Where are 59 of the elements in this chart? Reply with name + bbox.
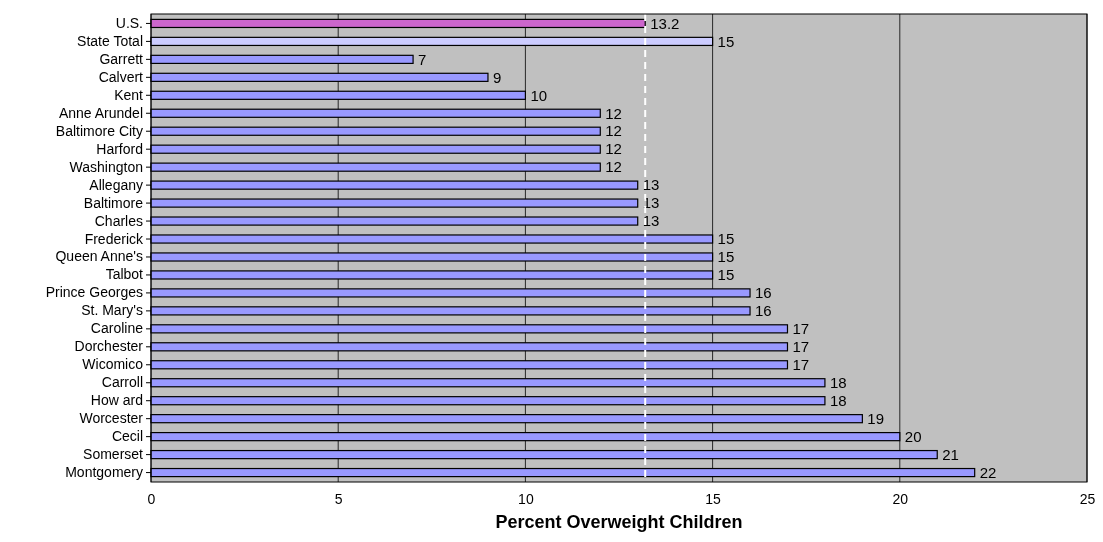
data-label: 18 xyxy=(829,373,847,391)
data-label: 21 xyxy=(942,445,959,463)
x-tick-label: 10 xyxy=(518,490,534,507)
y-tick-label: Wicomico xyxy=(82,356,144,373)
x-tick-label: 25 xyxy=(1079,490,1096,507)
data-label: 13 xyxy=(642,176,660,194)
y-tick-label: Baltimore xyxy=(83,194,144,211)
data-label: 12 xyxy=(605,158,622,176)
data-label: 12 xyxy=(605,140,622,158)
y-tick-label: Talbot xyxy=(105,266,144,283)
y-tick-label: Worcester xyxy=(79,410,144,427)
data-label: 15 xyxy=(717,248,735,266)
y-tick-label: Frederick xyxy=(84,230,144,247)
data-label: 17 xyxy=(792,320,810,338)
y-tick-label: Kent xyxy=(114,86,144,103)
data-label: 12 xyxy=(605,122,622,140)
y-tick-label: Anne Arundel xyxy=(58,104,143,121)
data-label: 19 xyxy=(867,409,885,427)
data-label: 16 xyxy=(755,284,772,302)
x-axis-title: Percent Overweight Children xyxy=(495,512,743,532)
y-tick-label: Calvert xyxy=(98,68,144,85)
data-label: 10 xyxy=(530,86,548,104)
y-tick-label: Harford xyxy=(96,140,143,157)
data-label: 13 xyxy=(642,212,660,230)
y-tick-label: Prince Georges xyxy=(45,284,143,301)
data-label: 9 xyxy=(492,68,502,86)
x-tick-label: 20 xyxy=(892,490,909,507)
data-label: 15 xyxy=(717,266,735,284)
data-label: 20 xyxy=(904,427,922,445)
x-tick-label: 0 xyxy=(147,490,156,507)
x-tick-label: 5 xyxy=(334,490,343,507)
y-tick-label: How ard xyxy=(90,392,143,409)
data-label: 18 xyxy=(829,391,847,409)
y-tick-label: St. Mary's xyxy=(81,302,143,319)
data-label: 7 xyxy=(418,50,427,68)
y-tick-label: Dorchester xyxy=(74,338,144,355)
data-label: 15 xyxy=(717,230,735,248)
y-tick-label: Caroline xyxy=(90,320,144,337)
data-label: 16 xyxy=(755,302,772,320)
y-tick-label: Garrett xyxy=(99,50,144,67)
data-label: 15 xyxy=(717,32,735,50)
data-label: 13.2 xyxy=(650,14,680,32)
y-tick-label: Baltimore City xyxy=(55,122,143,139)
y-tick-label: State Total xyxy=(77,32,143,49)
x-tick-label: 15 xyxy=(705,490,722,507)
y-tick-label: U.S. xyxy=(115,14,143,31)
y-tick-label: Montgomery xyxy=(65,464,143,481)
data-label: 13 xyxy=(642,194,660,212)
data-label: 22 xyxy=(979,463,997,481)
y-tick-label: Cecil xyxy=(111,428,143,445)
y-tick-label: Washington xyxy=(69,158,143,175)
data-label: 17 xyxy=(792,356,810,374)
y-tick-label: Queen Anne's xyxy=(55,248,143,265)
y-tick-label: Carroll xyxy=(101,374,143,391)
y-tick-label: Allegany xyxy=(89,176,143,193)
y-tick-label: Charles xyxy=(94,212,143,229)
y-tick-label: Somerset xyxy=(83,446,144,463)
data-label: 12 xyxy=(605,104,622,122)
data-label: 17 xyxy=(792,338,810,356)
